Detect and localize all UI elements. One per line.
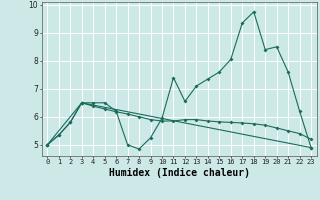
X-axis label: Humidex (Indice chaleur): Humidex (Indice chaleur) [109,168,250,178]
